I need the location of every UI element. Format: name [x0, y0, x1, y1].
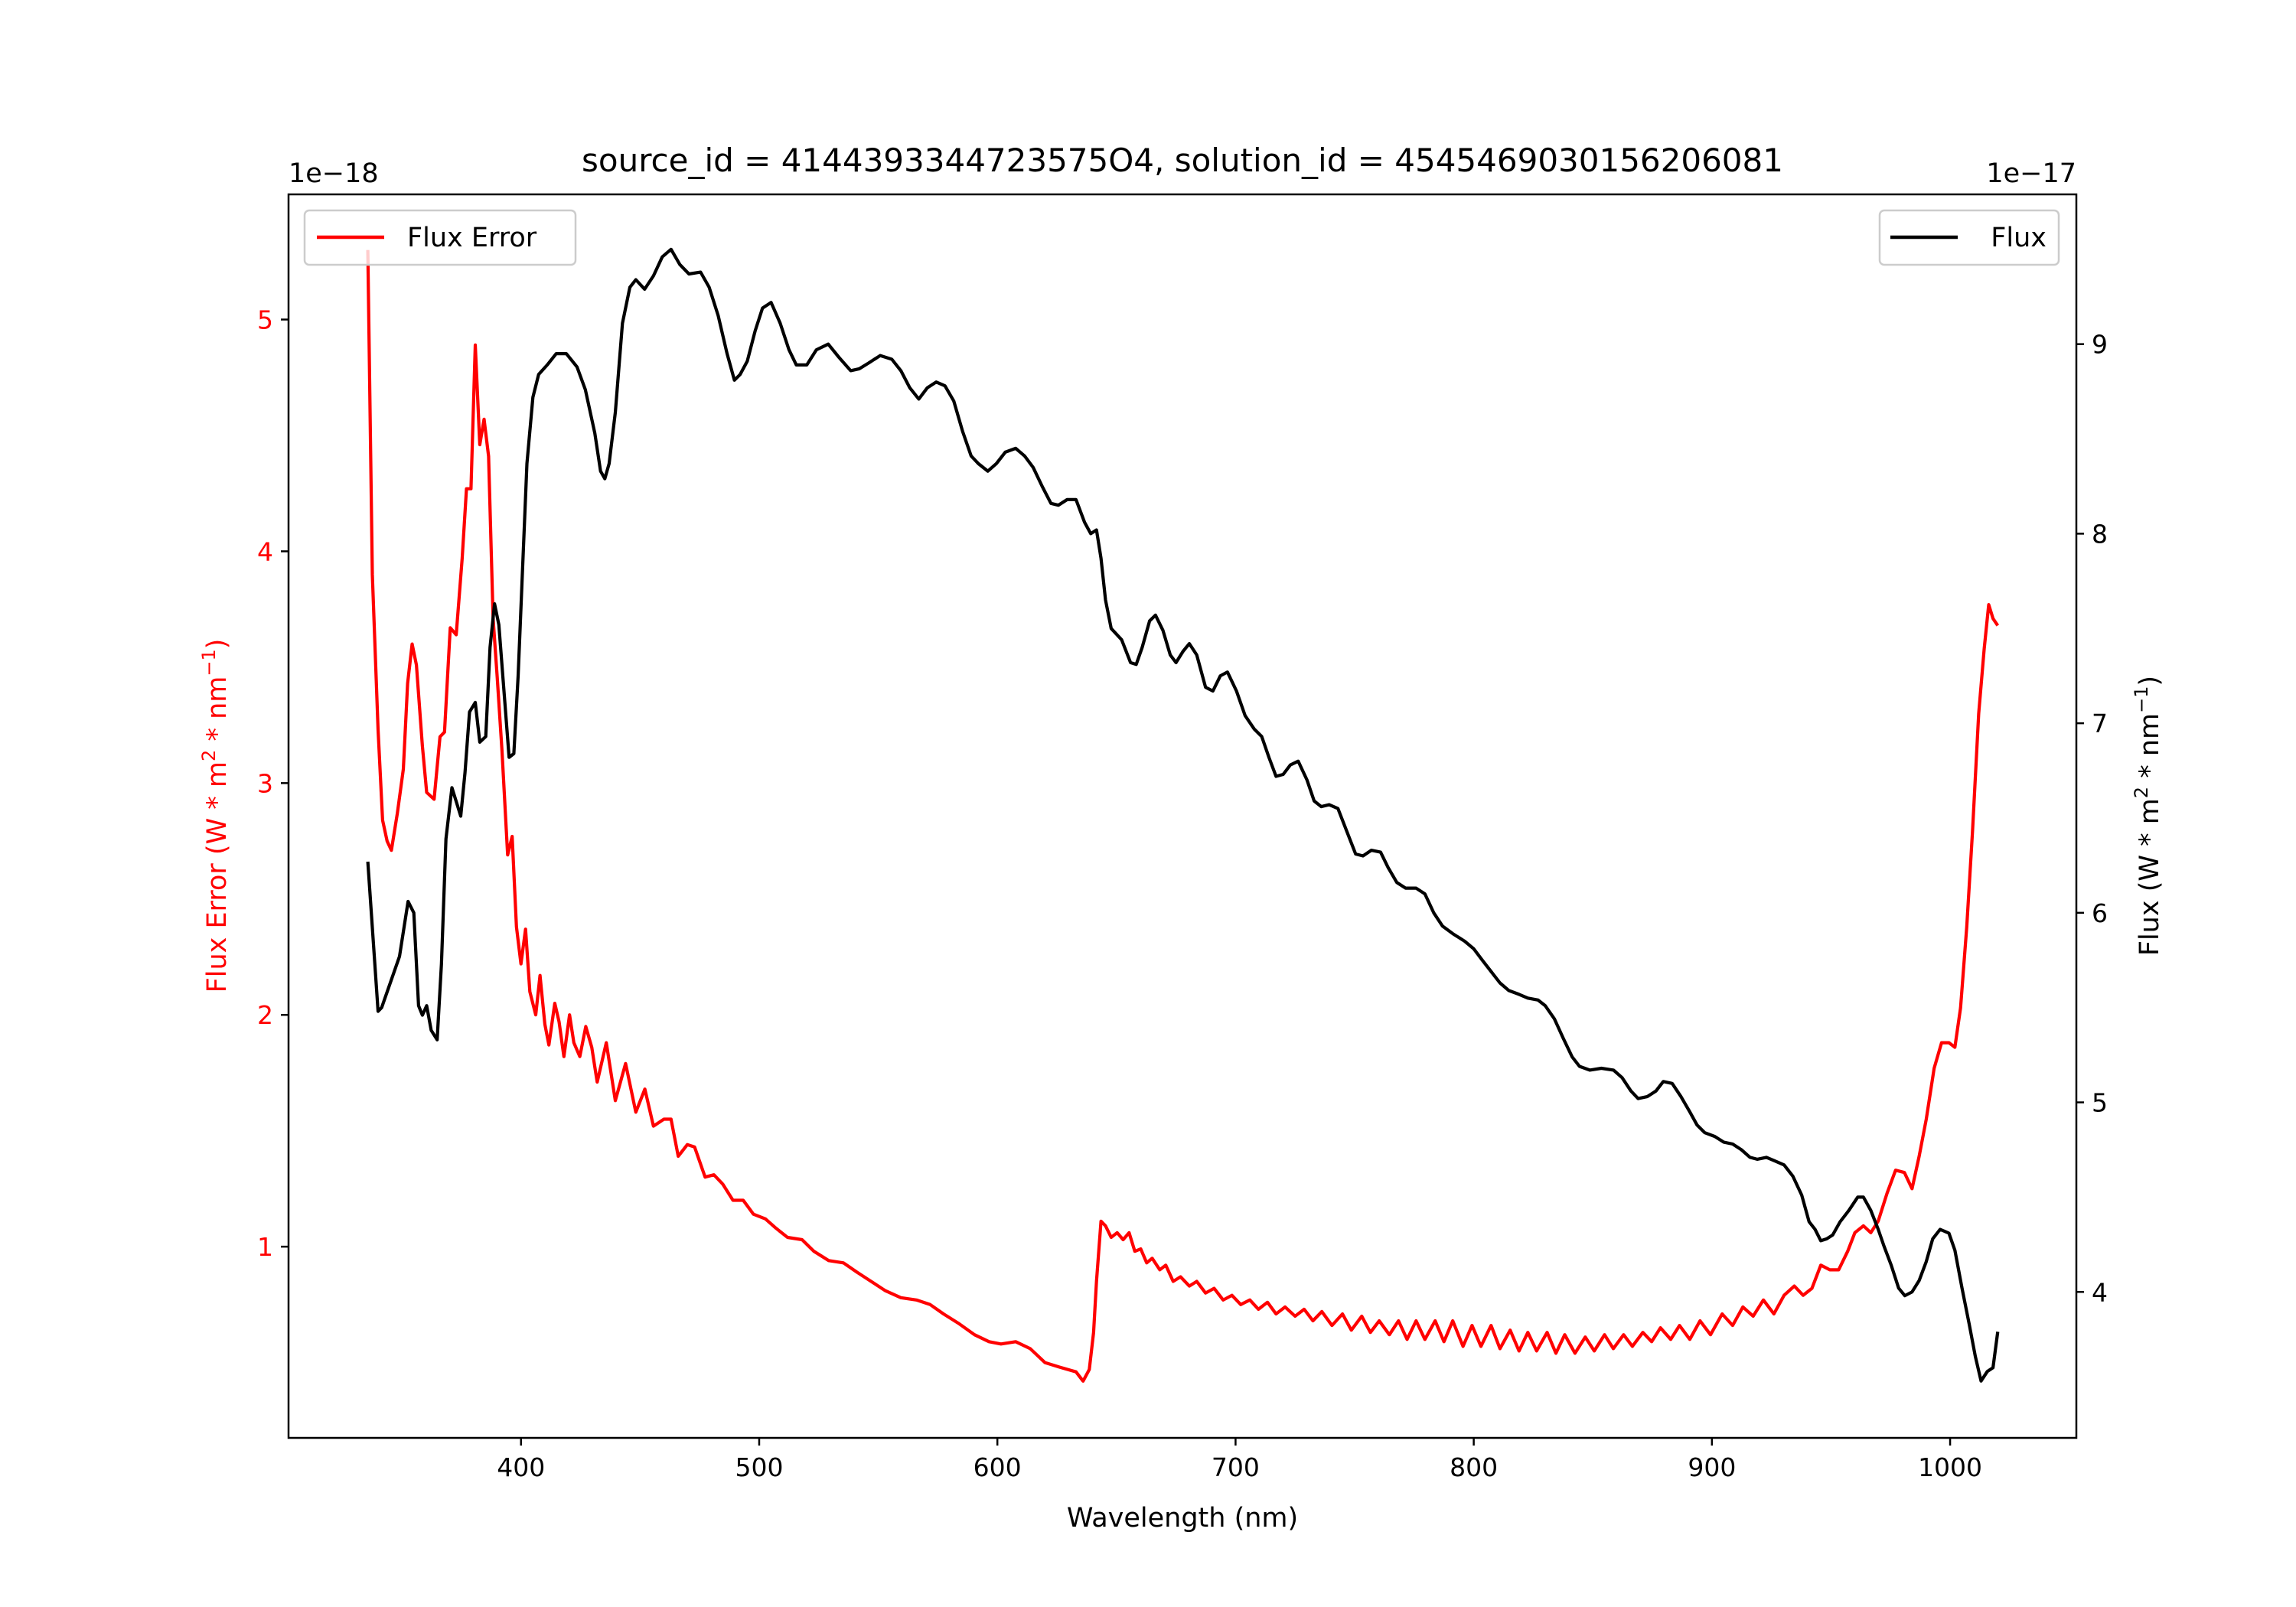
y-right-tick-label: 6	[2092, 898, 2108, 928]
y-left-tick-label: 5	[257, 305, 273, 335]
series-line-flux-error	[366, 249, 2000, 1383]
x-tick-label: 1000	[1918, 1452, 1982, 1482]
label-sup: 2	[198, 750, 220, 761]
label-part: )	[2135, 676, 2165, 686]
y-right-tick-label: 8	[2092, 519, 2108, 549]
axes-frame	[287, 193, 2078, 1439]
y-right-tick-label: 7	[2092, 709, 2108, 738]
x-tick-label: 900	[1688, 1452, 1736, 1482]
legend-label-flux: Flux	[1991, 223, 2047, 253]
y-axis-label-left: Flux Error (W * m2 * nm−1)	[198, 639, 233, 993]
y-left-tick-label: 4	[257, 536, 273, 566]
plot-lines	[366, 247, 2000, 1383]
label-part: * nm	[2135, 713, 2165, 787]
label-part: Flux (W * m	[2135, 798, 2165, 956]
y-axis-label-right: Flux (W * m2 * nm−1)	[2131, 676, 2165, 956]
y-left-tick-label: 3	[257, 768, 273, 798]
label-part: Flux Error (W * m	[202, 761, 233, 993]
label-sup: 2	[2131, 787, 2152, 798]
x-axis-label: Wavelength (nm)	[1067, 1503, 1298, 1534]
legend-box	[303, 209, 577, 266]
label-sup: −1	[2131, 686, 2152, 712]
legend-flux: Flux	[1878, 209, 2060, 266]
label-part: )	[202, 639, 233, 650]
right-axis-offset: 1e−17	[1986, 158, 2076, 189]
legend-box	[1878, 209, 2060, 266]
label-sup: −1	[198, 649, 220, 676]
x-tick-label: 500	[735, 1452, 783, 1482]
x-tick-label: 800	[1450, 1452, 1498, 1482]
axis-ticks: 400 500 600 700 800 900 1000 1 2 3 4 5 4 5 6 7 8 9	[257, 305, 2108, 1482]
series-line-flux	[366, 247, 2000, 1383]
y-right-tick-label: 4	[2092, 1277, 2108, 1307]
y-left-tick-label: 1	[257, 1232, 273, 1262]
x-tick-label: 600	[974, 1452, 1022, 1482]
chart-title: source_id = 4144393344723575O4, solution…	[582, 142, 1783, 179]
left-axis-offset: 1e−18	[289, 158, 379, 189]
x-tick-label: 400	[497, 1452, 545, 1482]
y-right-tick-label: 5	[2092, 1088, 2108, 1118]
legend-label-flux-error: Flux Error	[407, 223, 537, 253]
label-part: * nm	[202, 676, 233, 750]
y-left-tick-label: 2	[257, 1000, 273, 1030]
y-right-tick-label: 9	[2092, 330, 2108, 360]
legend-flux-error: Flux Error	[303, 209, 577, 266]
x-tick-label: 700	[1212, 1452, 1260, 1482]
